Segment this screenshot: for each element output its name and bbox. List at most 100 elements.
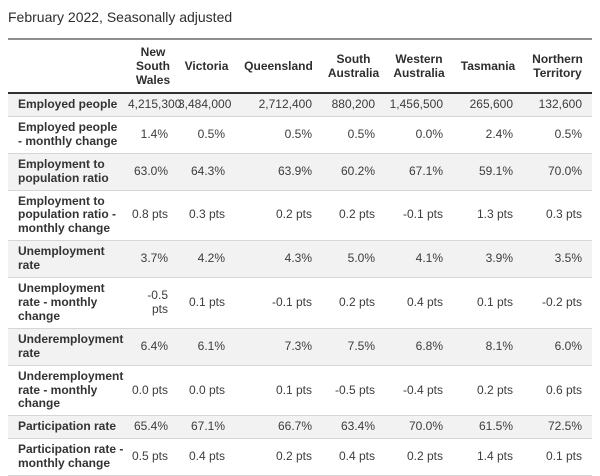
table-cell: 0.1 pts xyxy=(453,277,523,329)
table-cell: 72.5% xyxy=(523,415,592,439)
table-cell: 6.0% xyxy=(523,327,592,366)
table-cell: 0.3 pts xyxy=(178,189,235,241)
table-cell: 1.4 pts xyxy=(453,438,523,476)
table-cell: 8.1% xyxy=(453,327,523,366)
table-cell: 0.4 pts xyxy=(322,438,385,476)
table-cell: 0.0 pts xyxy=(178,364,235,416)
table-cell: 2,712,400 xyxy=(258,97,312,111)
table-cell: 70.0% xyxy=(385,415,453,439)
table-header: New South Wales Victoria Queensland South A… xyxy=(8,39,592,94)
table-row: Unemployment rate 3.7% 4.2% 4.3% 5.0% 4.1% 3.9… xyxy=(8,240,592,278)
labour-force-table: New South Wales Victoria Queensland South A… xyxy=(8,38,592,476)
column-header: Western Australia xyxy=(385,39,453,94)
column-header: South Australia xyxy=(322,39,385,94)
table-cell: 63.4% xyxy=(322,415,385,439)
table-cell: 6.1% xyxy=(178,327,235,366)
table-cell: 0.1 pts xyxy=(523,438,592,476)
table-cell: 0.2 pts xyxy=(385,438,453,476)
column-header: Victoria xyxy=(178,39,235,94)
table-cell: 0.2 pts xyxy=(235,438,322,476)
table-cell: 7.3% xyxy=(235,327,322,366)
row-label: Employment to population ratio - monthly… xyxy=(8,189,128,241)
table-cell: 4.2% xyxy=(178,240,235,278)
table-cell: -0.2 pts xyxy=(523,277,592,329)
table-cell: 0.0% xyxy=(385,115,453,154)
table-cell: 3.5% xyxy=(523,240,592,278)
table-cell: 1,456,500 xyxy=(389,97,443,111)
table-cell: 67.1% xyxy=(385,152,453,191)
table-header-row: New South Wales Victoria Queensland South A… xyxy=(8,39,592,94)
row-label: Participation rate - monthly change xyxy=(8,438,128,476)
table-cell: 0.2 pts xyxy=(322,189,385,241)
table-cell: 265,600 xyxy=(469,97,513,111)
row-label: Employed people xyxy=(18,97,118,111)
table-cell: 66.7% xyxy=(235,415,322,439)
table-cell: 0.5% xyxy=(178,115,235,154)
table-cell: 67.1% xyxy=(178,415,235,439)
table-cell: 0.1 pts xyxy=(235,364,322,416)
table-cell: -0.5 pts xyxy=(322,364,385,416)
table-cell: 63.0% xyxy=(128,152,178,191)
table-cell: 70.0% xyxy=(523,152,592,191)
column-header: Tasmania xyxy=(453,39,523,94)
table-cell: 0.1 pts xyxy=(178,277,235,329)
table-row: Employment to population ratio - monthly… xyxy=(8,189,592,241)
row-label: Employment to population ratio xyxy=(8,152,128,191)
table-cell: 0.4 pts xyxy=(178,438,235,476)
table-cell: 4.1% xyxy=(385,240,453,278)
table-cell: 6.8% xyxy=(385,327,453,366)
row-label: Employed people - monthly change xyxy=(8,115,128,154)
table-cell: 132,600 xyxy=(538,97,582,111)
table-cell: 60.2% xyxy=(322,152,385,191)
column-header: Northern Territory xyxy=(523,39,592,94)
table-cell: 0.8 pts xyxy=(128,189,178,241)
table-cell: -0.4 pts xyxy=(385,364,453,416)
table-cell: -0.1 pts xyxy=(235,277,322,329)
table-row: Unemployment rate - monthly change -0.5 p… xyxy=(8,277,592,329)
table-cell: 4,215,300 xyxy=(128,97,182,111)
table-cell: 1.3 pts xyxy=(453,189,523,241)
table-row: Participation rate - monthly change 0.5 p… xyxy=(8,438,592,476)
table-cell: 64.3% xyxy=(178,152,235,191)
table-cell: 7.5% xyxy=(322,327,385,366)
table-cell: 0.6 pts xyxy=(523,364,592,416)
row-label: Unemployment rate - monthly change xyxy=(8,277,128,329)
table-cell: 59.1% xyxy=(453,152,523,191)
row-label: Unemployment rate xyxy=(8,240,128,278)
table-cell: 63.9% xyxy=(235,152,322,191)
table-cell: -0.1 pts xyxy=(385,189,453,241)
row-label: Underemployment rate xyxy=(8,327,128,366)
table-cell: 0.0 pts xyxy=(128,364,178,416)
table-cell: 5.0% xyxy=(322,240,385,278)
table-cell: 2.4% xyxy=(453,115,523,154)
table-cell: 0.2 pts xyxy=(235,189,322,241)
table-cell: 4.3% xyxy=(235,240,322,278)
table-cell: 3.9% xyxy=(453,240,523,278)
table-cell: 880,200 xyxy=(331,97,375,111)
table-row: Underemployment rate - monthly change 0.0… xyxy=(8,364,592,416)
table-cell: 0.5% xyxy=(523,115,592,154)
table-cell: 65.4% xyxy=(128,415,178,439)
table-cell: 3,484,000 xyxy=(178,97,232,111)
column-header: Queensland xyxy=(235,39,322,94)
table-row: Employment to population ratio 63.0% 64.3%… xyxy=(8,152,592,191)
table-cell: 0.5 pts xyxy=(128,438,178,476)
table-cell: 0.2 pts xyxy=(322,277,385,329)
table-row: Underemployment rate 6.4% 6.1% 7.3% 7.5% 6.8%… xyxy=(8,327,592,366)
table-cell: 0.3 pts xyxy=(523,189,592,241)
column-header: New South Wales xyxy=(128,39,178,94)
table-cell: -0.5 pts xyxy=(128,277,178,329)
table-cell: 3.7% xyxy=(128,240,178,278)
table-cell: 0.4 pts xyxy=(385,277,453,329)
page-title: February 2022, Seasonally adjusted xyxy=(8,9,233,25)
table-cell: 1.4% xyxy=(128,115,178,154)
row-label-column-header xyxy=(8,39,128,94)
row-label: Participation rate xyxy=(8,415,128,439)
row-label: Underemployment rate - monthly change xyxy=(8,364,128,416)
table-cell: 61.5% xyxy=(453,415,523,439)
table-row: Employed people - monthly change 1.4% 0.5%… xyxy=(8,115,592,154)
table-cell: 0.2 pts xyxy=(453,364,523,416)
table-cell: 0.5% xyxy=(235,115,322,154)
table-cell: 6.4% xyxy=(128,327,178,366)
